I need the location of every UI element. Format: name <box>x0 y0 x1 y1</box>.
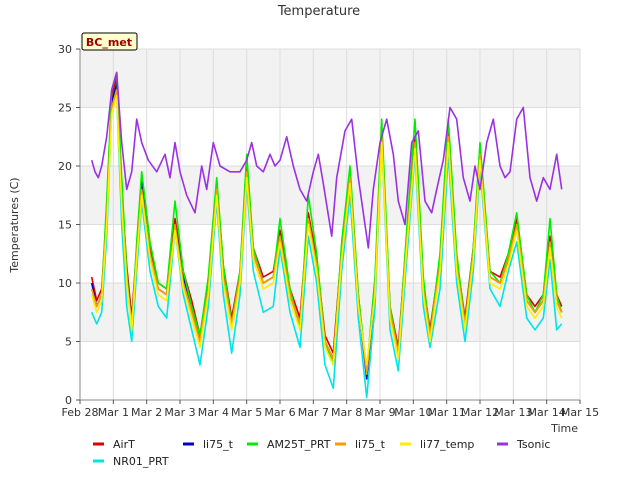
y-tick-label: 20 <box>58 160 72 173</box>
chart-title: Temperature <box>277 4 360 19</box>
y-tick-label: 25 <box>58 102 72 115</box>
legend: AirT li75_t AM25T_PRT li75_t li77_temp Tsonic… <box>93 438 550 468</box>
legend-item: li75_t <box>183 438 234 451</box>
x-tick-label: Mar 5 <box>231 406 262 419</box>
y-tick-label: 5 <box>65 336 72 349</box>
x-tick-label: Mar 15 <box>561 406 599 419</box>
legend-label: NR01_PRT <box>113 455 169 468</box>
background-band <box>80 166 580 225</box>
x-tick-label: Mar 3 <box>164 406 195 419</box>
x-tick-label: Mar 7 <box>298 406 329 419</box>
legend-item: li75_t <box>335 438 386 451</box>
x-tick-label: Mar 11 <box>428 406 466 419</box>
background-band <box>80 49 580 108</box>
legend-item: AirT <box>93 438 135 451</box>
series-layer <box>90 71 563 399</box>
x-tick-label: Feb 28 <box>62 406 99 419</box>
y-tick-label: 10 <box>58 277 72 290</box>
x-tick-label: Mar 13 <box>494 406 532 419</box>
legend-item: li77_temp <box>400 438 474 451</box>
x-tick-label: Mar 4 <box>198 406 229 419</box>
legend-item: AM25T_PRT <box>247 438 331 451</box>
x-tick-label: Mar 8 <box>331 406 362 419</box>
y-tick-label: 15 <box>58 219 72 232</box>
x-tick-label: Mar 2 <box>131 406 162 419</box>
x-axis-label: Time <box>550 422 578 435</box>
badge-box <box>81 32 138 51</box>
legend-item: Tsonic <box>497 438 550 451</box>
x-tick-label: Mar 9 <box>364 406 395 419</box>
y-axis-label: Temperatures (C) <box>8 177 21 273</box>
x-tick-label: Mar 10 <box>394 406 432 419</box>
legend-label: AirT <box>113 438 135 451</box>
badge-label: BC_met <box>86 36 132 49</box>
x-tick-label: Mar 14 <box>528 406 566 419</box>
legend-label: li75_t <box>355 438 386 451</box>
legend-label: li77_temp <box>420 438 474 451</box>
legend-label: Tsonic <box>516 438 550 451</box>
y-tick-label: 30 <box>58 43 72 56</box>
series-line-li77-temp <box>90 95 563 366</box>
legend-label: AM25T_PRT <box>267 438 331 451</box>
x-tick-label: Mar 12 <box>461 406 499 419</box>
legend-label: li75_t <box>203 438 234 451</box>
x-tick-label: Mar 1 <box>98 406 129 419</box>
series-line-tsonic <box>90 71 563 249</box>
legend-item: NR01_PRT <box>93 455 169 468</box>
y-tick-label: 0 <box>65 394 72 407</box>
station-badge: BC_met <box>81 32 138 51</box>
x-tick-label: Mar 6 <box>264 406 295 419</box>
